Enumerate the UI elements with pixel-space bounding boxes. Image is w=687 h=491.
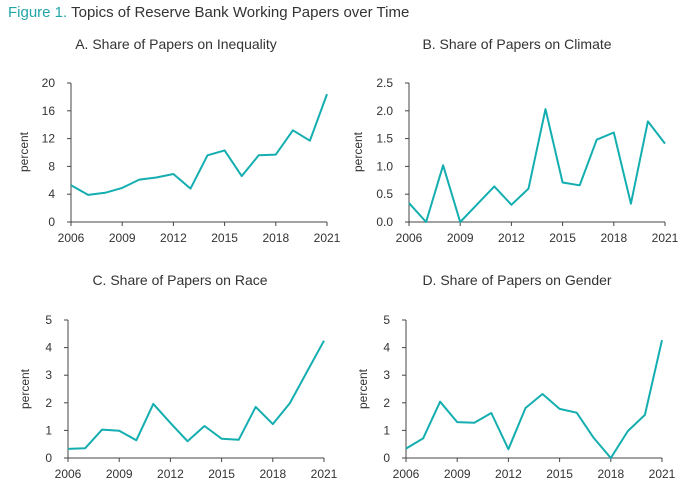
x-tick-label: 2021 (649, 467, 676, 481)
y-tick-label: 5 (45, 313, 52, 327)
x-tick-label: 2009 (106, 467, 133, 481)
x-tick-label: 2012 (495, 467, 522, 481)
y-tick-label: 0 (48, 215, 55, 229)
y-tick-label: 4 (383, 341, 390, 355)
y-tick-label: 1 (383, 423, 390, 437)
y-tick-label: 20 (42, 76, 56, 90)
y-axis-label: percent (17, 131, 31, 172)
y-tick-label: 1.5 (376, 132, 393, 146)
x-tick-label: 2006 (55, 467, 82, 481)
y-axis-label: percent (356, 368, 370, 409)
chart-title: C. Share of Papers on Race (92, 272, 267, 288)
x-tick-label: 2009 (447, 231, 474, 245)
chart-panel: D. Share of Papers on Gender percent 0 1 2 3 4… (356, 272, 676, 481)
y-tick-label: 3 (383, 368, 390, 382)
chart-panel: B. Share of Papers on Climate percent 0.0 0… (351, 36, 679, 245)
y-axis-label: percent (18, 368, 32, 409)
x-tick-label: 2018 (600, 231, 627, 245)
figure-label: Figure 1. (8, 4, 68, 21)
y-tick-label: 2 (383, 396, 390, 410)
series-line (67, 340, 325, 450)
y-axis-label: percent (351, 131, 365, 172)
x-tick-label: 2015 (211, 231, 238, 245)
figure-title: Figure 1. Topics of Reserve Bank Working… (8, 4, 409, 21)
x-tick-label: 2006 (58, 231, 85, 245)
x-tick-label: 2015 (208, 467, 235, 481)
series-line (405, 339, 663, 459)
y-tick-label: 4 (45, 341, 52, 355)
x-tick-label: 2021 (314, 231, 341, 245)
y-tick-label: 0 (45, 451, 52, 465)
y-tick-label: 4 (48, 187, 55, 201)
chart-title: A. Share of Papers on Inequality (75, 36, 277, 52)
figure-title-text: Topics of Reserve Bank Working Papers ov… (71, 4, 410, 21)
chart-title: B. Share of Papers on Climate (422, 36, 611, 52)
y-tick-label: 1 (45, 423, 52, 437)
y-tick-label: 12 (42, 132, 56, 146)
y-tick-label: 2.0 (376, 104, 393, 118)
x-tick-label: 2018 (259, 467, 286, 481)
x-tick-label: 2006 (393, 467, 420, 481)
y-tick-label: 5 (383, 313, 390, 327)
x-tick-label: 2012 (160, 231, 187, 245)
x-tick-label: 2009 (444, 467, 471, 481)
x-tick-label: 2012 (498, 231, 525, 245)
x-tick-label: 2009 (109, 231, 136, 245)
chart-panel: C. Share of Papers on Race percent 0 1 2 3 4 5 2… (18, 272, 338, 481)
chart-title: D. Share of Papers on Gender (422, 272, 611, 288)
y-tick-label: 0.0 (376, 215, 393, 229)
y-tick-label: 0.5 (376, 187, 393, 201)
x-tick-label: 2021 (311, 467, 338, 481)
y-tick-label: 1.0 (376, 159, 393, 173)
y-tick-label: 3 (45, 368, 52, 382)
y-tick-label: 2 (45, 396, 52, 410)
y-tick-label: 0 (383, 451, 390, 465)
x-tick-label: 2006 (396, 231, 423, 245)
chart-panel: A. Share of Papers on Inequality percent 0… (17, 36, 341, 245)
y-tick-label: 2.5 (376, 76, 393, 90)
x-tick-label: 2012 (157, 467, 184, 481)
series-line (70, 93, 328, 196)
x-tick-label: 2015 (549, 231, 576, 245)
x-tick-label: 2021 (652, 231, 679, 245)
x-tick-label: 2015 (546, 467, 573, 481)
x-tick-label: 2018 (597, 467, 624, 481)
y-tick-label: 8 (48, 159, 55, 173)
x-tick-label: 2018 (262, 231, 289, 245)
series-line (408, 108, 666, 223)
y-tick-label: 16 (42, 104, 56, 118)
